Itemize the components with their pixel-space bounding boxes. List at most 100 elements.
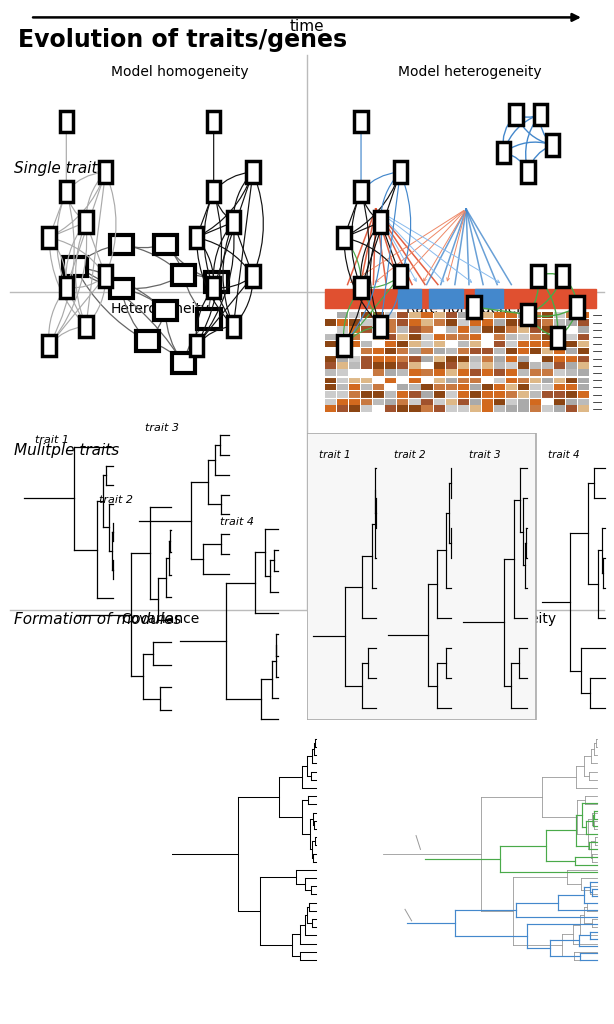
Bar xyxy=(337,312,348,318)
Bar xyxy=(518,391,529,397)
Bar xyxy=(397,370,408,376)
Bar xyxy=(518,377,529,383)
Bar xyxy=(482,341,493,347)
Bar xyxy=(566,370,577,376)
Text: trait 1: trait 1 xyxy=(36,435,69,445)
Bar xyxy=(506,398,517,404)
Bar xyxy=(325,327,336,333)
Bar xyxy=(446,319,457,326)
Bar xyxy=(433,341,445,347)
Bar xyxy=(530,391,541,397)
Bar xyxy=(470,391,481,397)
Bar xyxy=(349,327,360,333)
Bar xyxy=(494,327,505,333)
Bar xyxy=(354,278,368,298)
Bar xyxy=(578,348,589,354)
Bar xyxy=(578,384,589,390)
Bar xyxy=(421,391,433,397)
Bar xyxy=(470,370,481,376)
Bar xyxy=(325,289,596,307)
Bar xyxy=(385,312,397,318)
Bar xyxy=(530,377,541,383)
Bar xyxy=(227,212,240,232)
Bar xyxy=(136,332,159,351)
Bar xyxy=(566,406,577,412)
Text: trait 3: trait 3 xyxy=(145,423,179,433)
Bar xyxy=(421,377,433,383)
Bar xyxy=(190,227,203,248)
Bar xyxy=(494,334,505,340)
Text: Model heterogeneity: Model heterogeneity xyxy=(398,65,542,79)
Bar xyxy=(494,348,505,354)
Bar xyxy=(546,134,559,156)
Bar xyxy=(494,391,505,397)
Bar xyxy=(325,391,336,397)
Bar xyxy=(410,362,421,369)
Bar xyxy=(60,278,73,298)
Bar xyxy=(325,362,336,369)
Text: Topological homogeneity: Topological homogeneity xyxy=(383,612,556,626)
Bar xyxy=(530,406,541,412)
Bar xyxy=(397,391,408,397)
Bar xyxy=(506,406,517,412)
Bar xyxy=(518,334,529,340)
Bar xyxy=(530,319,541,326)
Bar xyxy=(457,355,468,361)
Bar xyxy=(494,355,505,361)
Bar xyxy=(373,377,384,383)
Bar xyxy=(482,398,493,404)
Bar xyxy=(482,334,493,340)
Bar xyxy=(566,398,577,404)
Bar xyxy=(554,398,565,404)
Bar xyxy=(421,312,433,318)
Bar xyxy=(542,319,553,326)
Bar xyxy=(518,355,529,361)
Text: Model homogeneity: Model homogeneity xyxy=(111,65,249,79)
Bar xyxy=(566,384,577,390)
Bar xyxy=(506,312,517,318)
Bar xyxy=(506,391,517,397)
Bar xyxy=(506,348,517,354)
Bar xyxy=(398,289,421,307)
Bar xyxy=(578,391,589,397)
Text: time: time xyxy=(290,19,324,35)
Bar xyxy=(421,362,433,369)
Bar xyxy=(385,319,397,326)
Bar xyxy=(542,327,553,333)
Bar xyxy=(397,312,408,318)
Bar xyxy=(530,362,541,369)
Bar xyxy=(457,341,468,347)
Bar xyxy=(542,377,553,383)
Bar xyxy=(373,384,384,390)
Bar xyxy=(457,362,468,369)
Bar xyxy=(337,384,348,390)
Text: Evolution of traits/genes: Evolution of traits/genes xyxy=(18,28,347,52)
Bar xyxy=(470,406,481,412)
Bar xyxy=(99,162,112,182)
Bar xyxy=(349,341,360,347)
Bar xyxy=(361,319,372,326)
Bar xyxy=(457,319,468,326)
Bar xyxy=(373,348,384,354)
Bar xyxy=(361,362,372,369)
Bar xyxy=(421,327,433,333)
Bar xyxy=(373,312,384,318)
Bar xyxy=(482,355,493,361)
Bar xyxy=(374,315,387,337)
Bar xyxy=(349,355,360,361)
Bar xyxy=(349,406,360,412)
Text: Heterogeneity: Heterogeneity xyxy=(111,302,209,316)
Bar xyxy=(397,362,408,369)
Bar xyxy=(521,162,535,182)
Bar xyxy=(446,348,457,354)
Bar xyxy=(325,341,336,347)
Bar xyxy=(361,406,372,412)
Bar xyxy=(433,334,445,340)
Bar xyxy=(554,319,565,326)
Bar xyxy=(99,265,112,287)
Bar xyxy=(397,406,408,412)
Bar xyxy=(542,370,553,376)
Bar xyxy=(385,377,397,383)
Bar xyxy=(361,391,372,397)
Bar xyxy=(410,384,421,390)
